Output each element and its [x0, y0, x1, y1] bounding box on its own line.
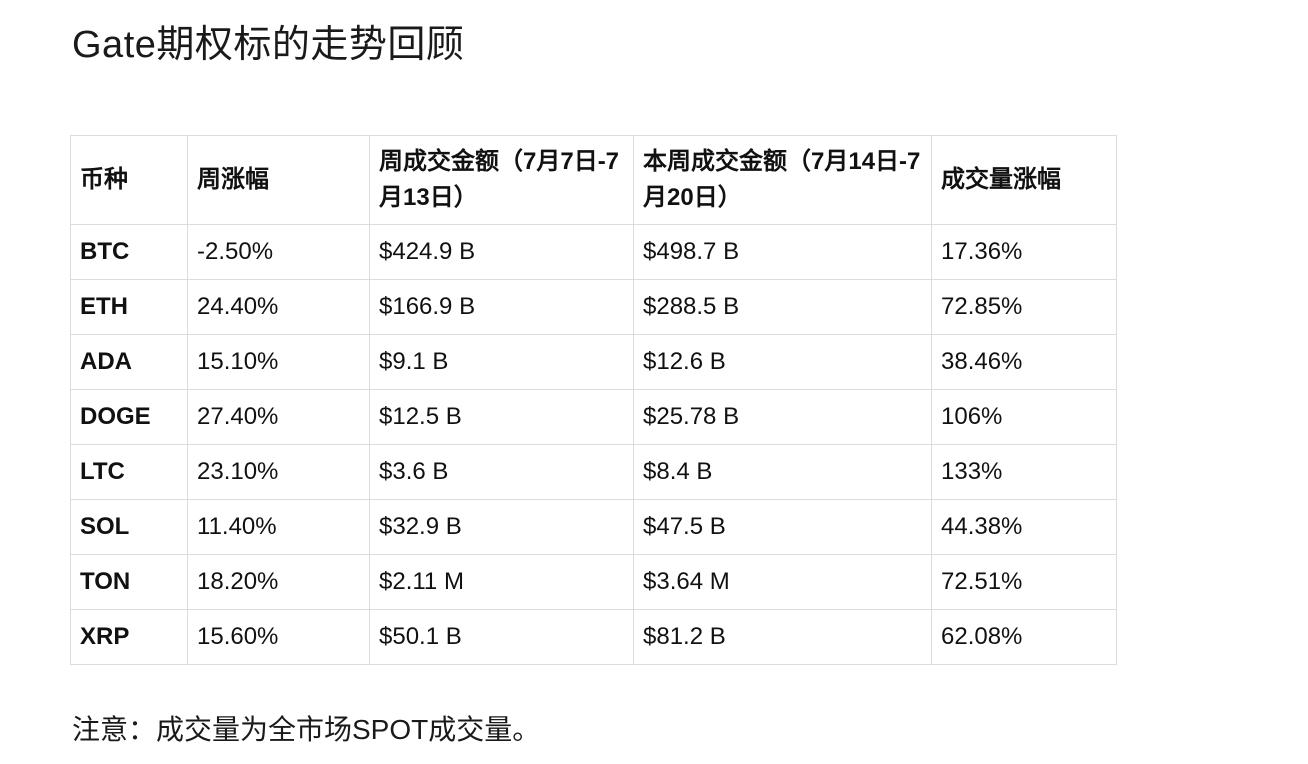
cell-volume-change: 106%	[931, 389, 1117, 445]
cell-prev-week-volume: $12.5 B	[369, 389, 634, 445]
cell-volume-change: 72.85%	[931, 279, 1117, 335]
cell-prev-week-volume: $32.9 B	[369, 499, 634, 555]
cell-volume-change: 72.51%	[931, 554, 1117, 610]
table-row: TON 18.20% $2.11 M $3.64 M 72.51%	[70, 554, 1117, 610]
cell-weekly-change: 23.10%	[187, 444, 370, 500]
table-row: ADA 15.10% $9.1 B $12.6 B 38.46%	[70, 334, 1117, 390]
footnote: 注意：成交量为全市场SPOT成交量。	[72, 714, 541, 745]
cell-volume-change: 17.36%	[931, 224, 1117, 280]
cell-prev-week-volume: $3.6 B	[369, 444, 634, 500]
cell-coin: BTC	[70, 224, 188, 280]
table-row: DOGE 27.40% $12.5 B $25.78 B 106%	[70, 389, 1117, 445]
cell-this-week-volume: $25.78 B	[633, 389, 932, 445]
cell-coin: ETH	[70, 279, 188, 335]
cell-volume-change: 62.08%	[931, 609, 1117, 665]
cell-prev-week-volume: $50.1 B	[369, 609, 634, 665]
table-row: XRP 15.60% $50.1 B $81.2 B 62.08%	[70, 609, 1117, 665]
cell-weekly-change: 15.60%	[187, 609, 370, 665]
header-volume-change: 成交量涨幅	[931, 135, 1117, 225]
cell-volume-change: 38.46%	[931, 334, 1117, 390]
cell-this-week-volume: $288.5 B	[633, 279, 932, 335]
cell-prev-week-volume: $166.9 B	[369, 279, 634, 335]
cell-weekly-change: 11.40%	[187, 499, 370, 555]
cell-this-week-volume: $47.5 B	[633, 499, 932, 555]
cell-this-week-volume: $498.7 B	[633, 224, 932, 280]
cell-coin: XRP	[70, 609, 188, 665]
cell-volume-change: 133%	[931, 444, 1117, 500]
cell-weekly-change: 27.40%	[187, 389, 370, 445]
cell-volume-change: 44.38%	[931, 499, 1117, 555]
cell-coin: LTC	[70, 444, 188, 500]
cell-this-week-volume: $12.6 B	[633, 334, 932, 390]
cell-weekly-change: -2.50%	[187, 224, 370, 280]
cell-coin: TON	[70, 554, 188, 610]
header-this-week-volume: 本周成交金额（7月14日-7月20日）	[633, 135, 932, 225]
cell-coin: DOGE	[70, 389, 188, 445]
table-row: ETH 24.40% $166.9 B $288.5 B 72.85%	[70, 279, 1117, 335]
table-row: LTC 23.10% $3.6 B $8.4 B 133%	[70, 444, 1117, 500]
header-prev-week-volume: 周成交金额（7月7日-7月13日）	[369, 135, 634, 225]
table-row: SOL 11.40% $32.9 B $47.5 B 44.38%	[70, 499, 1117, 555]
table-row: BTC -2.50% $424.9 B $498.7 B 17.36%	[70, 224, 1117, 280]
cell-prev-week-volume: $424.9 B	[369, 224, 634, 280]
cell-coin: ADA	[70, 334, 188, 390]
header-coin: 币种	[70, 135, 188, 225]
cell-prev-week-volume: $9.1 B	[369, 334, 634, 390]
cell-coin: SOL	[70, 499, 188, 555]
cell-prev-week-volume: $2.11 M	[369, 554, 634, 610]
table-header-row: 币种 周涨幅 周成交金额（7月7日-7月13日） 本周成交金额（7月14日-7月…	[70, 135, 1117, 225]
cell-this-week-volume: $81.2 B	[633, 609, 932, 665]
cell-weekly-change: 18.20%	[187, 554, 370, 610]
cell-weekly-change: 15.10%	[187, 334, 370, 390]
cell-weekly-change: 24.40%	[187, 279, 370, 335]
cell-this-week-volume: $8.4 B	[633, 444, 932, 500]
header-weekly-change: 周涨幅	[187, 135, 370, 225]
page-title: Gate期权标的走势回顾	[72, 24, 465, 66]
weekly-review-table: 币种 周涨幅 周成交金额（7月7日-7月13日） 本周成交金额（7月14日-7月…	[70, 135, 1117, 665]
cell-this-week-volume: $3.64 M	[633, 554, 932, 610]
